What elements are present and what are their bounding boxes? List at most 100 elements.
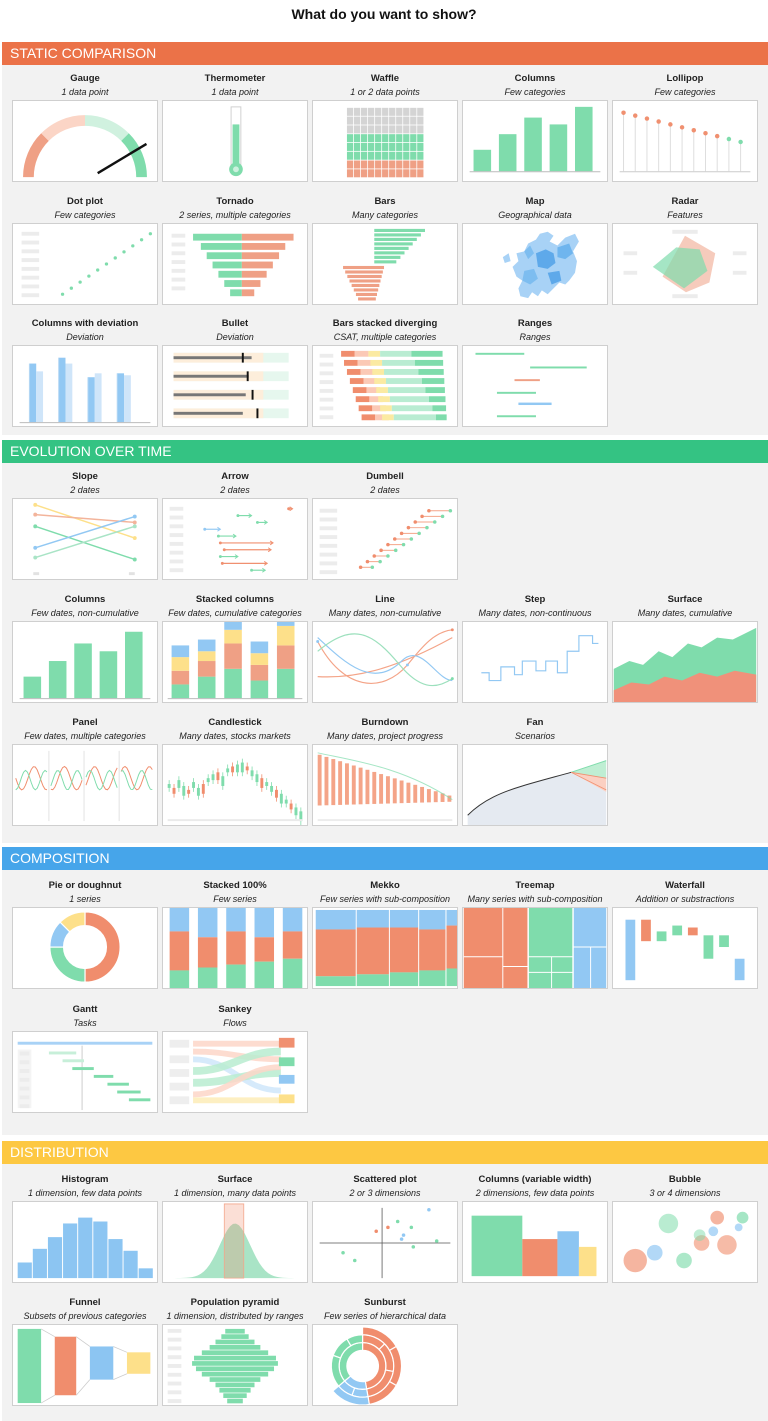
distsurface-thumbnail[interactable]: [162, 1201, 308, 1283]
gauge-thumbnail[interactable]: [12, 100, 158, 182]
dotplot-thumbnail[interactable]: [12, 223, 158, 305]
scatter-thumbnail[interactable]: [312, 1201, 458, 1283]
chart-card-gantt[interactable]: Gantt Tasks: [12, 1004, 158, 1113]
surface-thumbnail[interactable]: [612, 621, 758, 703]
fan-thumbnail[interactable]: [462, 744, 608, 826]
chart-card-coldev[interactable]: Columns with deviation Deviation: [12, 318, 158, 427]
section-header-distribution: DISTRIBUTION: [2, 1141, 768, 1164]
line-thumbnail[interactable]: [312, 621, 458, 703]
chart-card-dumbell[interactable]: Dumbell 2 dates: [312, 471, 458, 580]
dumbell-thumbnail[interactable]: [312, 498, 458, 580]
waffle-thumbnail[interactable]: [312, 100, 458, 182]
chart-card-sunburst[interactable]: Sunburst Few series of hierarchical data: [312, 1297, 458, 1406]
chart-card-candlestick[interactable]: Candlestick Many dates, stocks markets: [162, 717, 308, 826]
chart-card-fan[interactable]: Fan Scenarios: [462, 717, 608, 826]
chart-card-arrow[interactable]: Arrow 2 dates: [162, 471, 308, 580]
slope-thumbnail[interactable]: [12, 498, 158, 580]
chart-subtitle: Features: [667, 210, 703, 220]
chart-title: Ranges: [517, 318, 553, 329]
chart-subtitle: Few dates, cumulative categories: [168, 608, 302, 618]
chart-card-treemap[interactable]: Treemap Many series with sub-composition: [462, 880, 608, 989]
chart-card-bubble[interactable]: Bubble 3 or 4 dimensions: [612, 1174, 758, 1283]
chart-card-slope[interactable]: Slope 2 dates: [12, 471, 158, 580]
sunburst-thumbnail[interactable]: [312, 1324, 458, 1406]
varwidth-thumbnail[interactable]: [462, 1201, 608, 1283]
thermometer-thumbnail[interactable]: [162, 100, 308, 182]
chart-subtitle: CSAT, multiple categories: [333, 332, 437, 342]
columns-thumbnail[interactable]: [462, 100, 608, 182]
chart-title: Bars: [374, 196, 396, 207]
chart-card-distsurface[interactable]: Surface 1 dimension, many data points: [162, 1174, 308, 1283]
chart-card-dotplot[interactable]: Dot plot Few categories: [12, 196, 158, 305]
chart-title: Gauge: [70, 73, 100, 84]
histogram-thumbnail[interactable]: [12, 1201, 158, 1283]
pyramid-thumbnail[interactable]: [162, 1324, 308, 1406]
chart-card-diverging[interactable]: Bars stacked diverging CSAT, multiple cat…: [312, 318, 458, 427]
chart-card-scatter[interactable]: Scattered plot 2 or 3 dimensions: [312, 1174, 458, 1283]
chart-card-varwidth[interactable]: Columns (variable width) 2 dimensions, fe…: [462, 1174, 608, 1283]
map-thumbnail[interactable]: [462, 223, 608, 305]
chart-card-line[interactable]: Line Many dates, non-cumulative: [312, 594, 458, 703]
chart-card-pyramid[interactable]: Population pyramid 1 dimension, distribut…: [162, 1297, 308, 1406]
mekko-thumbnail[interactable]: [312, 907, 458, 989]
chart-card-mekko[interactable]: Mekko Few series with sub-composition: [312, 880, 458, 989]
timecolumns-thumbnail[interactable]: [12, 621, 158, 703]
chart-card-bars[interactable]: Bars Many categories: [312, 196, 458, 305]
chart-subtitle: 2 dates: [370, 485, 400, 495]
burndown-thumbnail[interactable]: [312, 744, 458, 826]
chart-subtitle: Many categories: [351, 210, 419, 220]
chart-card-panel[interactable]: Panel Few dates, multiple categories: [12, 717, 158, 826]
chart-card-pie[interactable]: Pie or doughnut 1 series: [12, 880, 158, 989]
chart-card-waterfall[interactable]: Waterfall Addition or substractions: [612, 880, 758, 989]
chart-title: Funnel: [69, 1297, 101, 1308]
stacked100-thumbnail[interactable]: [162, 907, 308, 989]
pie-thumbnail[interactable]: [12, 907, 158, 989]
chart-title: Stacked columns: [195, 594, 275, 605]
chart-card-sankey[interactable]: Sankey Flows: [162, 1004, 308, 1113]
treemap-thumbnail[interactable]: [462, 907, 608, 989]
chart-card-bullet[interactable]: Bullet Deviation: [162, 318, 308, 427]
step-thumbnail[interactable]: [462, 621, 608, 703]
ranges-thumbnail[interactable]: [462, 345, 608, 427]
bubble-thumbnail[interactable]: [612, 1201, 758, 1283]
tornado-thumbnail[interactable]: [162, 223, 308, 305]
diverging-thumbnail[interactable]: [312, 345, 458, 427]
chart-title: Gantt: [72, 1004, 98, 1015]
chart-title: Treemap: [515, 880, 555, 891]
chart-card-stacked100[interactable]: Stacked 100% Few series: [162, 880, 308, 989]
candlestick-thumbnail[interactable]: [162, 744, 308, 826]
chart-card-map[interactable]: Map Geographical data: [462, 196, 608, 305]
chart-title: Histogram: [61, 1174, 109, 1185]
section-panel-distribution: Histogram 1 dimension, few data points Sur…: [2, 1164, 768, 1421]
chart-card-stackedcols[interactable]: Stacked columns Few dates, cumulative cat…: [162, 594, 308, 703]
coldev-thumbnail[interactable]: [12, 345, 158, 427]
funnel-thumbnail[interactable]: [12, 1324, 158, 1406]
chart-card-lollipop[interactable]: Lollipop Few categories: [612, 73, 758, 182]
chart-title: Arrow: [221, 471, 249, 482]
chart-card-surface[interactable]: Surface Many dates, cumulative: [612, 594, 758, 703]
waterfall-thumbnail[interactable]: [612, 907, 758, 989]
chart-card-columns[interactable]: Columns Few categories: [462, 73, 608, 182]
chart-card-burndown[interactable]: Burndown Many dates, project progress: [312, 717, 458, 826]
chart-card-step[interactable]: Step Many dates, non-continuous: [462, 594, 608, 703]
chart-card-timecolumns[interactable]: Columns Few dates, non-cumulative: [12, 594, 158, 703]
arrow-thumbnail[interactable]: [162, 498, 308, 580]
chart-card-funnel[interactable]: Funnel Subsets of previous categories: [12, 1297, 158, 1406]
chart-card-ranges[interactable]: Ranges Ranges: [462, 318, 608, 427]
chart-title: Columns with deviation: [31, 318, 139, 329]
bars-thumbnail[interactable]: [312, 223, 458, 305]
lollipop-thumbnail[interactable]: [612, 100, 758, 182]
chart-subtitle: Many dates, non-continuous: [478, 608, 592, 618]
chart-card-tornado[interactable]: Tornado 2 series, multiple categories: [162, 196, 308, 305]
sankey-thumbnail[interactable]: [162, 1031, 308, 1113]
radar-thumbnail[interactable]: [612, 223, 758, 305]
chart-card-radar[interactable]: Radar Features: [612, 196, 758, 305]
panel-thumbnail[interactable]: [12, 744, 158, 826]
chart-card-thermometer[interactable]: Thermometer 1 data point: [162, 73, 308, 182]
chart-card-gauge[interactable]: Gauge 1 data point: [12, 73, 158, 182]
bullet-thumbnail[interactable]: [162, 345, 308, 427]
stackedcols-thumbnail[interactable]: [162, 621, 308, 703]
chart-card-waffle[interactable]: Waffle 1 or 2 data points: [312, 73, 458, 182]
gantt-thumbnail[interactable]: [12, 1031, 158, 1113]
chart-card-histogram[interactable]: Histogram 1 dimension, few data points: [12, 1174, 158, 1283]
